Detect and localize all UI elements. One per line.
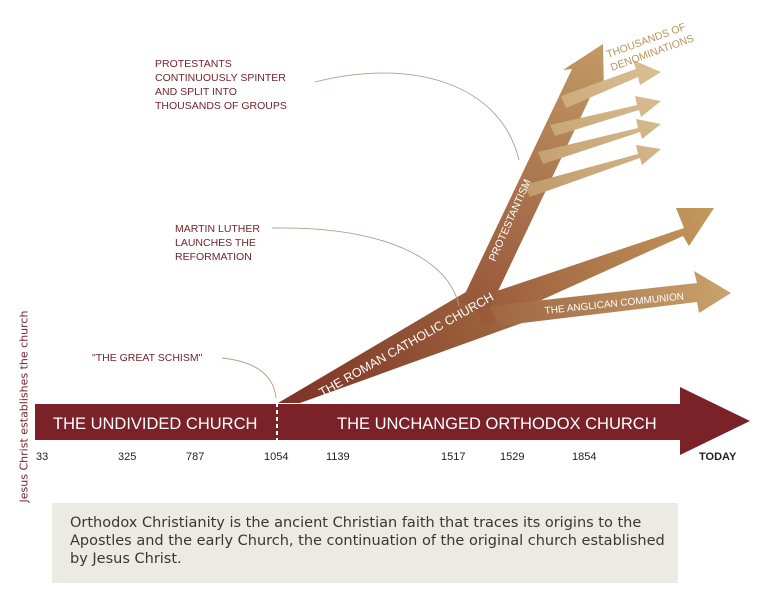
protestants-annotation-line-1: PROTESTANTS xyxy=(155,58,232,70)
jesus-christ-establishes-label: Jesus Christ establishes the church xyxy=(17,310,31,503)
caption-box: Orthodox Christianity is the ancient Chr… xyxy=(52,503,678,583)
undivided-church-label: THE UNDIVIDED CHURCH xyxy=(53,415,257,433)
year-label-1517: 1517 xyxy=(441,451,465,463)
protestants-annotation-line-3: AND SPLIT INTO xyxy=(155,86,237,98)
orthodox-church-label: THE UNCHANGED ORTHODOX CHURCH xyxy=(337,415,657,433)
year-label-1139: 1139 xyxy=(326,451,350,463)
side-label-container: Jesus Christ establishes the church xyxy=(14,300,34,520)
luther-annotation-line-1: MARTIN LUTHER xyxy=(175,223,260,235)
year-label-325: 325 xyxy=(118,451,136,463)
roman-catholic-label: THE ROMAN CATHOLIC CHURCH xyxy=(317,290,497,400)
denomination-arrow-3 xyxy=(538,119,661,164)
protestants-leader-line xyxy=(314,72,520,161)
protestants-annotation-line-2: CONTINUOUSLY SPINTER xyxy=(155,72,286,84)
church-history-diagram: THE UNDIVIDED CHURCH THE UNCHANGED ORTHO… xyxy=(35,21,750,463)
denomination-arrow-2 xyxy=(550,96,661,136)
luther-annotation-line-2: LAUNCHES THE xyxy=(175,237,256,249)
luther-leader-line xyxy=(271,227,460,307)
anglican-communion-arrow xyxy=(490,271,731,326)
roman-catholic-branch xyxy=(278,286,522,403)
year-label-1854: 1854 xyxy=(572,451,596,463)
year-label-today: TODAY xyxy=(699,451,737,463)
year-label-1529: 1529 xyxy=(500,451,524,463)
denomination-arrow-1 xyxy=(561,60,661,108)
year-label-1054: 1054 xyxy=(264,451,288,463)
catholic-main-arrow xyxy=(470,208,714,326)
protestants-annotation-line-4: THOUSANDS OF GROUPS xyxy=(155,100,287,112)
caption-text: Orthodox Christianity is the ancient Chr… xyxy=(70,515,665,567)
great-schism-annotation: "THE GREAT SCHISM" xyxy=(92,352,203,364)
schism-leader-line xyxy=(221,357,277,399)
orthodox-timeline-arrow xyxy=(35,387,750,455)
denomination-arrow-4 xyxy=(524,145,661,197)
protestantism-branch xyxy=(461,44,604,310)
luther-annotation-line-3: REFORMATION xyxy=(175,251,252,263)
year-label-33: 33 xyxy=(36,451,48,463)
year-label-787: 787 xyxy=(186,451,204,463)
